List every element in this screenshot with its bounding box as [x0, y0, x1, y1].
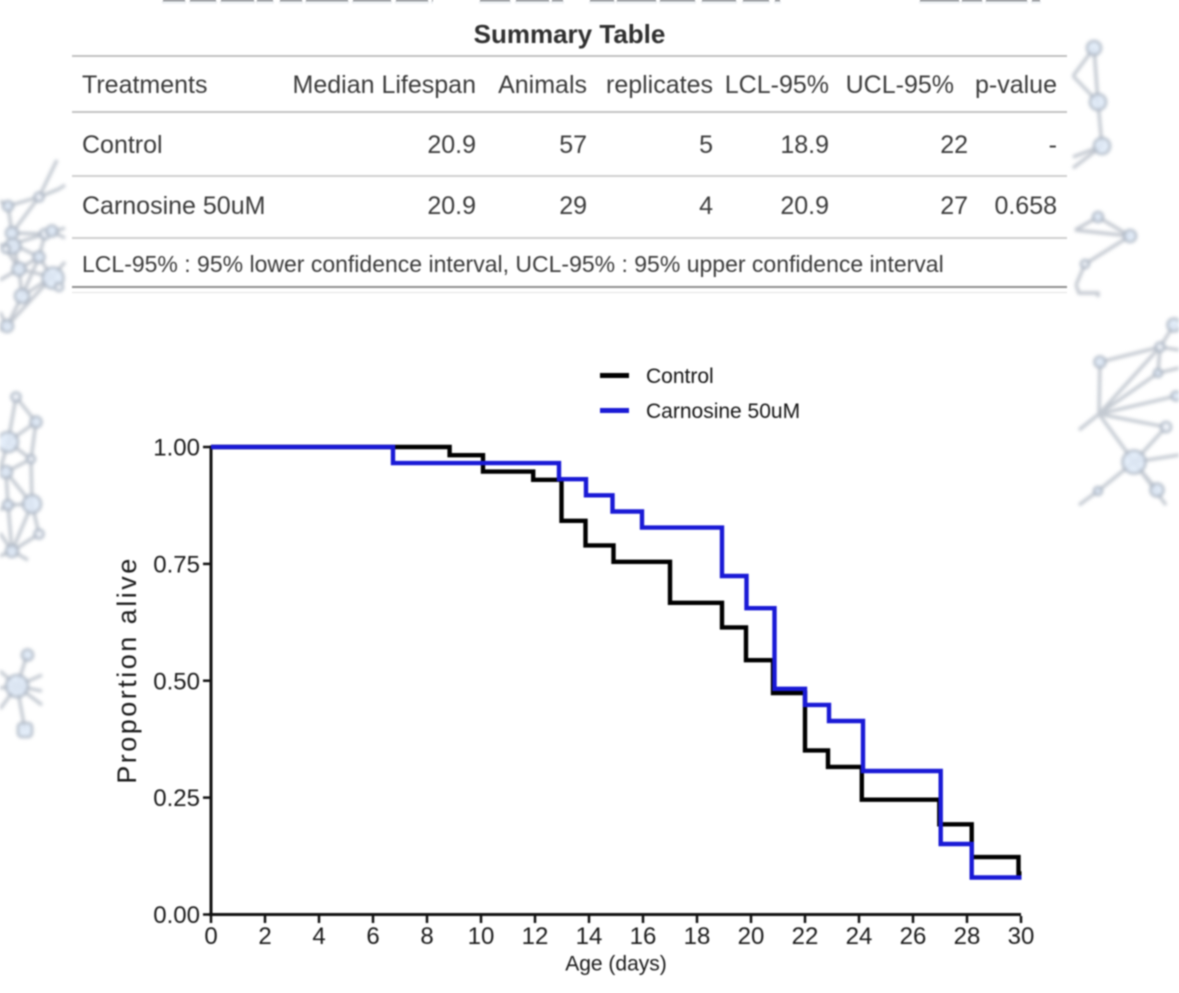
svg-text:Carnosine 50uM: Carnosine 50uM — [646, 400, 800, 423]
svg-text:26: 26 — [900, 923, 927, 950]
svg-text:10: 10 — [468, 923, 495, 950]
svg-text:16: 16 — [630, 923, 657, 950]
svg-text:0.25: 0.25 — [153, 785, 200, 812]
svg-text:22: 22 — [792, 923, 819, 950]
svg-text:20: 20 — [738, 923, 765, 950]
svg-text:14: 14 — [576, 923, 603, 950]
svg-text:28: 28 — [954, 923, 981, 950]
svg-text:Proportion alive: Proportion alive — [112, 556, 142, 784]
svg-text:Age (days): Age (days) — [565, 953, 667, 976]
svg-text:6: 6 — [366, 923, 379, 950]
svg-text:0.75: 0.75 — [153, 552, 200, 579]
svg-text:18: 18 — [684, 923, 711, 950]
svg-text:24: 24 — [846, 923, 873, 950]
svg-text:0.00: 0.00 — [153, 902, 200, 929]
svg-text:30: 30 — [1008, 923, 1035, 950]
svg-text:8: 8 — [420, 923, 433, 950]
svg-text:4: 4 — [312, 923, 325, 950]
svg-text:12: 12 — [522, 923, 549, 950]
svg-text:Control: Control — [646, 365, 714, 388]
svg-text:2: 2 — [258, 923, 271, 950]
svg-text:0: 0 — [204, 923, 217, 950]
svg-text:1.00: 1.00 — [153, 435, 200, 462]
svg-text:0.50: 0.50 — [153, 668, 200, 695]
